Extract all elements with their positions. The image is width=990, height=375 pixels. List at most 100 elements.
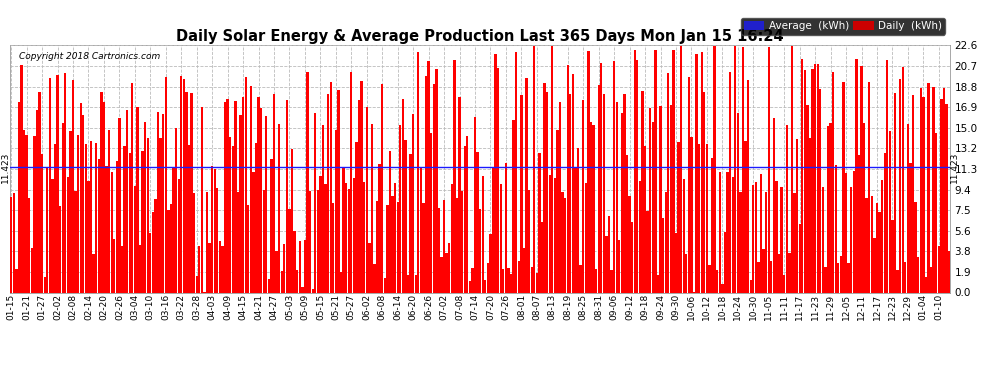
Bar bbox=[677, 142, 680, 292]
Bar bbox=[288, 209, 291, 292]
Bar bbox=[142, 152, 144, 292]
Bar bbox=[304, 240, 306, 292]
Bar bbox=[780, 187, 783, 292]
Bar bbox=[458, 97, 460, 292]
Bar bbox=[523, 248, 525, 292]
Bar bbox=[546, 92, 548, 292]
Bar bbox=[551, 46, 553, 292]
Bar bbox=[172, 168, 174, 292]
Bar bbox=[378, 164, 381, 292]
Bar bbox=[312, 290, 314, 292]
Bar bbox=[531, 267, 533, 292]
Bar bbox=[446, 253, 447, 292]
Bar bbox=[544, 83, 545, 292]
Bar bbox=[232, 146, 234, 292]
Bar bbox=[190, 93, 193, 292]
Bar bbox=[129, 153, 131, 292]
Bar bbox=[719, 172, 721, 292]
Bar bbox=[680, 46, 682, 292]
Bar bbox=[257, 97, 259, 292]
Bar bbox=[600, 63, 602, 292]
Bar bbox=[471, 268, 473, 292]
Bar bbox=[85, 144, 87, 292]
Bar bbox=[319, 176, 322, 292]
Bar bbox=[347, 189, 349, 292]
Bar bbox=[487, 263, 489, 292]
Bar bbox=[923, 97, 925, 292]
Bar bbox=[909, 164, 912, 292]
Bar bbox=[188, 145, 190, 292]
Bar bbox=[262, 190, 265, 292]
Bar bbox=[605, 236, 608, 292]
Bar bbox=[201, 107, 203, 292]
Bar bbox=[162, 114, 164, 292]
Bar bbox=[345, 183, 347, 292]
Bar bbox=[436, 69, 438, 292]
Bar bbox=[273, 94, 275, 292]
Bar bbox=[371, 124, 373, 292]
Bar bbox=[945, 104, 947, 292]
Bar bbox=[283, 244, 285, 292]
Bar bbox=[708, 265, 711, 292]
Bar bbox=[799, 224, 801, 292]
Bar bbox=[850, 188, 852, 292]
Bar bbox=[873, 238, 875, 292]
Bar bbox=[904, 262, 907, 292]
Bar bbox=[727, 172, 729, 292]
Bar bbox=[533, 46, 536, 292]
Bar bbox=[621, 113, 623, 292]
Bar bbox=[384, 278, 386, 292]
Bar bbox=[822, 187, 824, 292]
Bar bbox=[881, 180, 883, 292]
Bar bbox=[15, 268, 18, 292]
Bar bbox=[502, 269, 505, 292]
Bar bbox=[44, 278, 46, 292]
Bar bbox=[595, 270, 597, 292]
Bar bbox=[744, 141, 746, 292]
Bar bbox=[428, 61, 430, 292]
Bar bbox=[59, 206, 61, 292]
Bar bbox=[732, 177, 734, 292]
Bar bbox=[860, 66, 862, 292]
Bar bbox=[701, 52, 703, 292]
Bar bbox=[193, 194, 195, 292]
Bar bbox=[492, 168, 494, 292]
Bar bbox=[920, 88, 922, 292]
Bar bbox=[450, 184, 453, 292]
Bar bbox=[216, 188, 219, 292]
Bar bbox=[510, 274, 512, 292]
Bar bbox=[306, 72, 309, 292]
Bar bbox=[656, 274, 659, 292]
Bar bbox=[240, 115, 242, 292]
Bar bbox=[548, 175, 550, 292]
Bar bbox=[852, 171, 855, 292]
Bar bbox=[87, 182, 90, 292]
Bar bbox=[938, 246, 940, 292]
Bar bbox=[219, 241, 221, 292]
Bar bbox=[783, 275, 785, 292]
Bar bbox=[714, 46, 716, 292]
Bar bbox=[585, 183, 587, 292]
Bar bbox=[765, 192, 767, 292]
Bar bbox=[296, 270, 298, 292]
Bar bbox=[51, 179, 53, 292]
Bar bbox=[291, 149, 293, 292]
Bar bbox=[417, 52, 420, 292]
Bar bbox=[838, 263, 840, 292]
Bar bbox=[254, 143, 257, 292]
Bar bbox=[402, 99, 404, 292]
Bar bbox=[806, 105, 809, 292]
Bar bbox=[688, 77, 690, 292]
Title: Daily Solar Energy & Average Production Last 365 Days Mon Jan 15 16:24: Daily Solar Energy & Average Production … bbox=[176, 29, 784, 44]
Bar bbox=[556, 130, 558, 292]
Bar bbox=[928, 82, 930, 292]
Bar bbox=[474, 117, 476, 292]
Bar bbox=[363, 182, 365, 292]
Bar bbox=[754, 183, 757, 292]
Bar bbox=[108, 130, 110, 292]
Bar bbox=[711, 158, 713, 292]
Bar bbox=[322, 124, 324, 292]
Bar bbox=[196, 276, 198, 292]
Bar bbox=[245, 77, 247, 292]
Bar bbox=[827, 126, 830, 292]
